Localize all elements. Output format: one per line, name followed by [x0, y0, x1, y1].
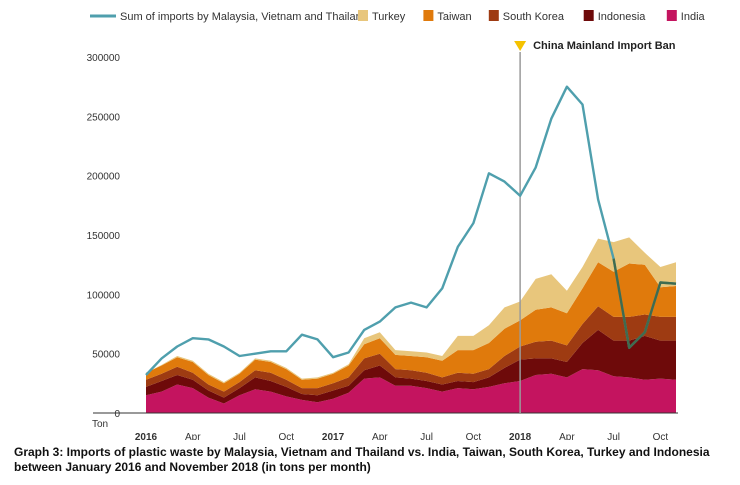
x-tick-label: Apr — [372, 432, 388, 440]
line-sum-segment-late — [612, 258, 677, 349]
area-india — [146, 369, 676, 413]
area-indonesia — [146, 329, 676, 404]
legend-swatch — [358, 10, 368, 21]
legend-item-label: India — [681, 11, 706, 23]
y-tick-label: 50000 — [92, 350, 120, 361]
line-series — [145, 85, 677, 376]
legend-swatch — [666, 10, 677, 21]
area-taiwan — [146, 262, 676, 392]
x-tick-label: 2017 — [322, 432, 345, 440]
y-unit-label: Ton — [92, 419, 108, 430]
area-turkey — [146, 237, 676, 384]
x-tick-label: Apr — [185, 432, 201, 440]
y-tick-label: 200000 — [87, 172, 121, 183]
y-tick-label: 100000 — [87, 290, 121, 301]
annotation: China Mainland Import Ban — [514, 40, 676, 413]
legend: Sum of imports by Malaysia, Vietnam and … — [90, 10, 706, 23]
x-tick-label: Apr — [559, 432, 575, 440]
x-tick-label: Jul — [233, 432, 246, 440]
x-tick-label: 2016 — [135, 432, 158, 440]
y-tick-label: 300000 — [87, 53, 121, 64]
legend-swatch — [488, 10, 499, 21]
figure-caption: Graph 3: Imports of plastic waste by Mal… — [14, 445, 710, 474]
legend-item-label: Taiwan — [437, 11, 471, 23]
legend-swatch — [583, 10, 594, 21]
x-tick-label: 2018 — [509, 432, 532, 440]
area-south-korea — [146, 306, 676, 398]
legend-item-label: South Korea — [503, 11, 565, 23]
line-sum-malaysia-vietnam-thailand — [145, 85, 677, 376]
legend-line-label: Sum of imports by Malaysia, Vietnam and … — [120, 11, 368, 23]
x-tick-label: Jul — [420, 432, 433, 440]
legend-item-label: Indonesia — [598, 11, 647, 23]
x-tick-label: Oct — [279, 432, 295, 440]
y-tick-label: 0 — [114, 409, 120, 420]
import-ban-label: China Mainland Import Ban — [533, 40, 676, 52]
axes: 0 50000 100000 150000 200000 250000 300000 Ton 2… — [87, 53, 678, 440]
y-tick-label: 150000 — [87, 231, 121, 242]
chart: Sum of imports by Malaysia, Vietnam and … — [87, 10, 706, 440]
import-ban-marker — [514, 41, 527, 51]
stacked-areas — [146, 237, 676, 413]
x-tick-label: Jul — [607, 432, 620, 440]
x-tick-label: Oct — [653, 432, 669, 440]
legend-item-label: Turkey — [372, 11, 406, 23]
x-tick-label: Oct — [466, 432, 482, 440]
y-tick-label: 250000 — [87, 112, 121, 123]
legend-swatch — [423, 10, 434, 21]
